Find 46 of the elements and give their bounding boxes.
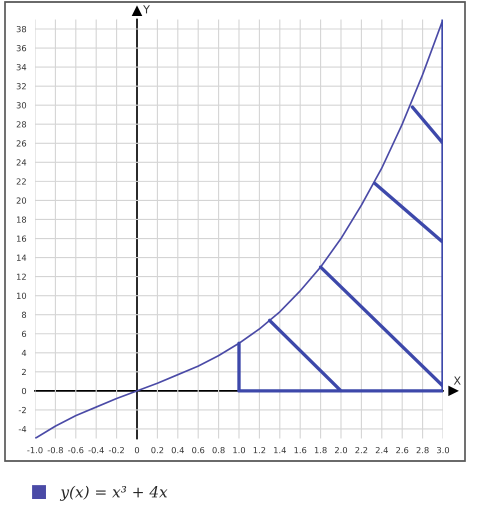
x-tick-label: 1.6	[294, 446, 306, 454]
x-tick-label: 1.4	[274, 447, 286, 454]
x-tick-label: 1.2	[254, 446, 266, 454]
x-tick-label: 0	[134, 446, 140, 454]
y-tick-label: 12	[16, 274, 26, 280]
x-axis-title: X	[454, 376, 461, 385]
x-tick-label: 2.6	[396, 446, 408, 454]
y-tick-label: 4	[22, 350, 26, 356]
x-tick-label: 0.8	[212, 446, 225, 454]
y-tick-label: 2	[22, 368, 26, 376]
y-tick-label: 24	[16, 159, 26, 166]
y-tick-label: 18	[16, 216, 26, 223]
x-tick-label: 2.8	[416, 446, 429, 454]
y-tick-label: 10	[16, 292, 26, 299]
y-tick-label: 36	[16, 45, 26, 52]
y-tick-label: 16	[16, 235, 26, 242]
y-tick-label: 22	[16, 178, 26, 185]
y-tick-label: -2	[18, 406, 26, 414]
x-tick-label: 2.2	[355, 446, 368, 454]
x-tick-label: 0.4	[172, 446, 184, 454]
x-tick-label: -0.6	[68, 446, 84, 454]
y-axis-title: Y	[143, 5, 150, 14]
y-tick-label: 38	[16, 26, 26, 32]
x-tick-label: -0.8	[48, 446, 63, 454]
y-tick-label: 0	[22, 388, 26, 394]
x-tick-label: -0.2	[108, 446, 124, 454]
x-tick-label: 2.0	[334, 446, 348, 454]
y-tick-label: -4	[18, 426, 26, 432]
y-tick-label: 28	[16, 121, 26, 128]
x-tick-label: 1.0	[233, 446, 246, 454]
y-tick-label: 34	[16, 64, 26, 70]
y-tick-label: 32	[16, 83, 26, 90]
y-tick-label: 8	[22, 312, 26, 318]
x-tick-label: 3.0	[437, 446, 450, 454]
legend-label: y(x) = x³ + 4x	[60, 486, 168, 501]
x-tick-label: 2.4	[376, 446, 388, 454]
x-tick-label: 1.8	[314, 446, 327, 454]
y-tick-label: 26	[16, 140, 26, 147]
y-tick-label: 14	[16, 254, 26, 261]
x-tick-label: -1.0	[27, 446, 43, 454]
y-tick-label: 30	[16, 102, 26, 108]
x-tick-label: 0.2	[151, 446, 164, 454]
y-tick-label: 6	[22, 330, 26, 338]
x-tick-label: 0.6	[192, 446, 204, 454]
y-tick-label: 20	[16, 197, 26, 204]
x-tick-label: -0.4	[88, 446, 104, 454]
